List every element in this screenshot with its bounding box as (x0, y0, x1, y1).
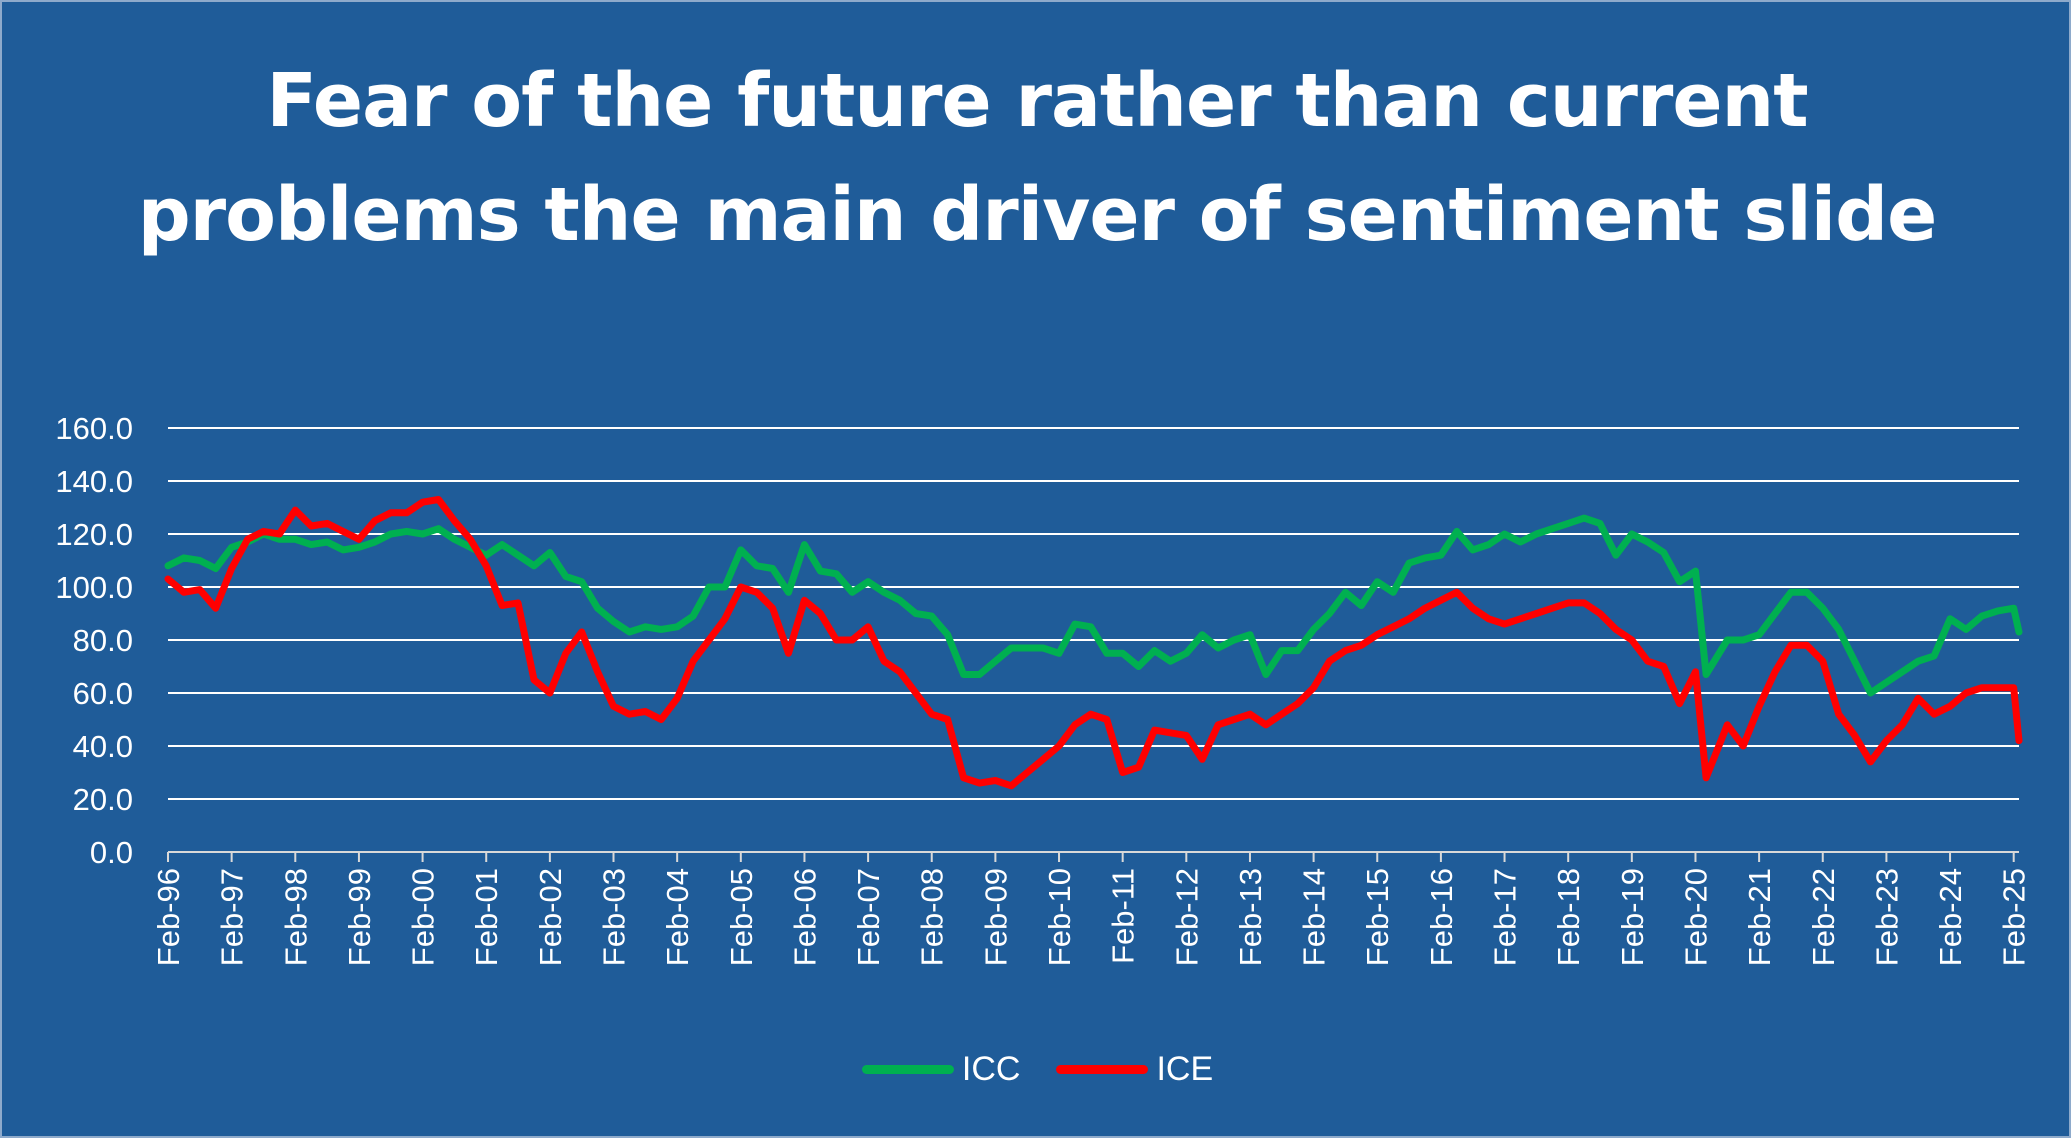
x-tick-label: Feb-15 (1360, 868, 1395, 966)
legend-item-ice: ICE (1056, 1050, 1213, 1089)
x-tick-label: Feb-22 (1806, 868, 1841, 966)
x-axis: Feb-96 Feb-97 Feb-98 Feb-99 Feb-00 Feb-01 Feb-… (151, 852, 2032, 966)
x-tick-label: Feb-06 (787, 868, 822, 966)
x-tick-label: Feb-07 (851, 868, 886, 966)
x-tick-label: Feb-21 (1742, 868, 1777, 966)
legend: ICC ICE (2, 1044, 2071, 1094)
series-line-icc (164, 514, 2023, 697)
grid-lines (168, 427, 2019, 853)
x-tick-label: Feb-23 (1869, 868, 1904, 966)
x-tick-label: Feb-96 (151, 868, 186, 966)
x-tick-label: Feb-09 (978, 868, 1013, 966)
x-tick-label: Feb-20 (1678, 868, 1713, 966)
x-tick-label: Feb-00 (406, 868, 441, 966)
x-tick-label: Feb-01 (469, 868, 504, 966)
x-tick-label: Feb-17 (1488, 868, 1523, 966)
x-tick-label: Feb-11 (1106, 868, 1141, 964)
x-tick-label: Feb-04 (660, 868, 695, 966)
y-tick-label: 0.0 (90, 835, 133, 870)
y-tick-label: 100.0 (55, 570, 133, 605)
legend-label-icc: ICC (961, 1049, 1021, 1088)
y-tick-label: 140.0 (55, 464, 133, 499)
x-tick-label: Feb-03 (597, 868, 632, 966)
chart-title: Fear of the future rather than current p… (137, 58, 1938, 258)
legend-swatch-icc (861, 1064, 954, 1074)
x-tick-label: Feb-97 (215, 868, 250, 966)
y-tick-label: 40.0 (73, 729, 133, 764)
x-tick-label: Feb-05 (724, 868, 759, 966)
x-tick-label: Feb-25 (1997, 868, 2032, 966)
y-tick-label: 60.0 (73, 676, 133, 711)
legend-swatch-ice (1056, 1064, 1149, 1074)
x-tick-label: Feb-24 (1933, 868, 1968, 966)
x-tick-label: Feb-08 (915, 868, 950, 966)
x-tick-label: Feb-98 (278, 868, 313, 966)
series-line-ice (164, 496, 2023, 790)
x-tick-label: Feb-19 (1615, 868, 1650, 966)
x-tick-label: Feb-16 (1424, 868, 1459, 966)
x-tick-label: Feb-13 (1233, 868, 1268, 966)
y-tick-label: 80.0 (73, 623, 133, 658)
y-tick-label: 20.0 (73, 782, 133, 817)
x-tick-label: Feb-14 (1297, 868, 1332, 966)
y-axis: 0.0 20.0 40.0 60.0 80.0 100.0 120.0 140.0 160.0 (55, 411, 133, 870)
y-tick-label: 160.0 (55, 411, 133, 446)
x-tick-label: Feb-12 (1169, 868, 1204, 966)
y-tick-label: 120.0 (55, 517, 133, 552)
x-tick-label: Feb-10 (1042, 868, 1077, 966)
legend-item-icc: ICC (861, 1049, 1021, 1089)
x-tick-label: Feb-18 (1551, 868, 1586, 966)
x-tick-label: Feb-99 (342, 868, 377, 966)
legend-label-ice: ICE (1156, 1049, 1214, 1088)
x-tick-label: Feb-02 (533, 868, 568, 966)
series-lines (164, 496, 2023, 790)
